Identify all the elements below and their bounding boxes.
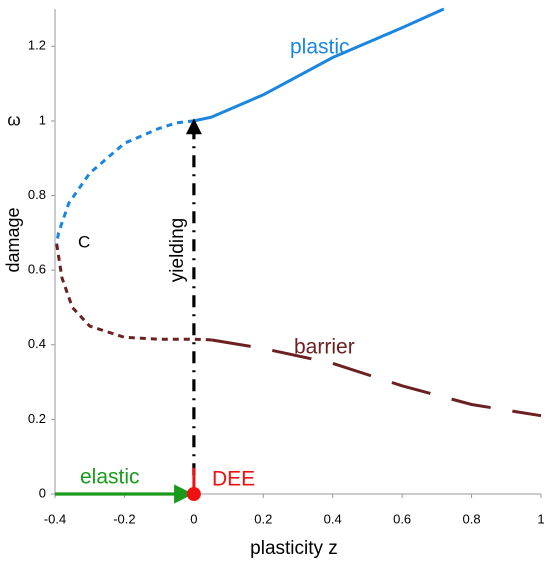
x-tick-label: -0.2 — [113, 511, 135, 526]
series-line — [210, 338, 542, 418]
series-line — [55, 119, 195, 245]
point — [186, 487, 201, 501]
y-tick-label: 0.4 — [28, 336, 46, 351]
x-tick-label: 0.6 — [393, 511, 411, 526]
annotation: yielding — [167, 218, 188, 282]
series-line — [193, 7, 445, 123]
x-tick-label: 0 — [190, 511, 197, 526]
series-line — [55, 243, 212, 342]
y-tick-label: 0.8 — [28, 187, 46, 202]
annotation: DEE — [212, 468, 255, 491]
annotation: plastic — [290, 36, 350, 59]
y-tick-label: 0 — [39, 485, 46, 500]
x-tick-label: 0.8 — [463, 511, 481, 526]
y-tick-label: 0.2 — [28, 411, 46, 426]
x-tick-label: 1 — [537, 511, 544, 526]
annotation: barrier — [294, 336, 355, 359]
y-tick-label: 1.2 — [28, 38, 46, 53]
x-tick-label: 0.4 — [324, 511, 342, 526]
y-tick-label: 1 — [39, 112, 46, 127]
y-axis-symbol: ω — [7, 110, 20, 129]
x-tick-label: 0.2 — [254, 511, 272, 526]
x-tick-label: -0.4 — [44, 511, 66, 526]
annotation: C — [78, 232, 90, 251]
y-axis-label: damage — [3, 207, 23, 272]
y-tick-label: 0.6 — [28, 262, 46, 277]
annotation: elastic — [80, 466, 140, 489]
x-axis-label: plasticity z — [250, 538, 338, 559]
